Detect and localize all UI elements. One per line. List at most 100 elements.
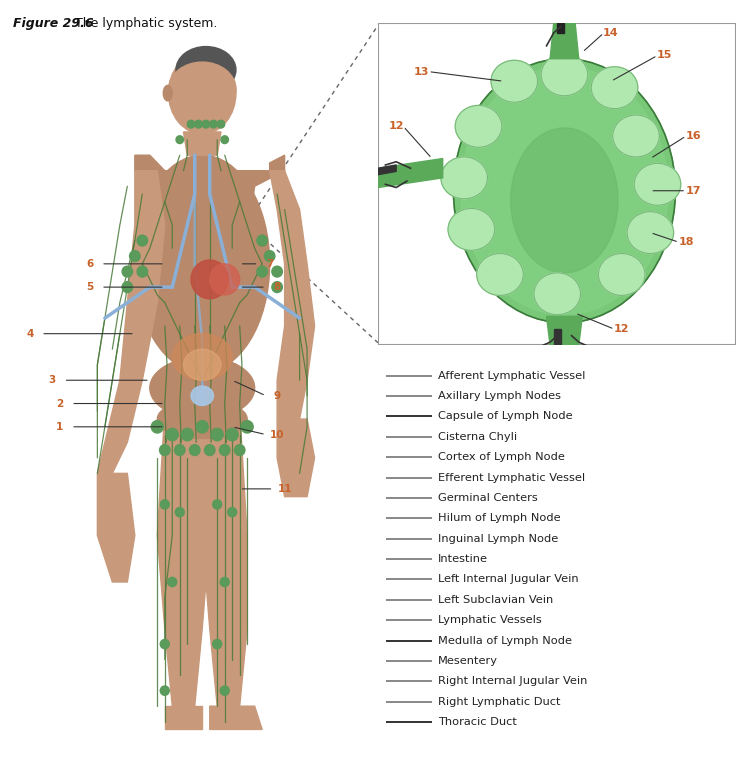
Ellipse shape [219, 445, 230, 456]
Ellipse shape [234, 445, 245, 456]
Ellipse shape [163, 85, 172, 101]
Ellipse shape [204, 445, 215, 456]
Ellipse shape [220, 686, 229, 695]
Text: 11: 11 [277, 484, 292, 494]
Ellipse shape [461, 67, 668, 315]
Ellipse shape [176, 47, 236, 93]
Ellipse shape [181, 428, 193, 441]
Ellipse shape [448, 209, 494, 251]
Ellipse shape [455, 106, 502, 147]
Ellipse shape [169, 62, 236, 116]
Text: Right Internal Jugular Vein: Right Internal Jugular Vein [438, 677, 587, 686]
Ellipse shape [157, 400, 247, 438]
Text: 17: 17 [685, 185, 701, 196]
Text: Left Subclavian Vein: Left Subclavian Vein [438, 595, 554, 605]
Ellipse shape [210, 264, 240, 295]
Ellipse shape [191, 260, 228, 299]
Text: Intestine: Intestine [438, 554, 488, 564]
Ellipse shape [172, 334, 232, 380]
Text: 4: 4 [26, 329, 34, 338]
Ellipse shape [175, 508, 184, 517]
Ellipse shape [257, 266, 267, 277]
Ellipse shape [151, 421, 163, 433]
Text: Hilum of Lymph Node: Hilum of Lymph Node [438, 513, 561, 523]
Ellipse shape [217, 120, 225, 128]
Polygon shape [557, 23, 565, 33]
Ellipse shape [150, 357, 255, 419]
Polygon shape [554, 329, 561, 345]
Ellipse shape [122, 266, 133, 277]
Ellipse shape [137, 235, 148, 246]
Text: 8: 8 [273, 282, 281, 292]
Ellipse shape [196, 421, 208, 433]
Ellipse shape [189, 445, 200, 456]
Ellipse shape [272, 266, 282, 277]
Text: 2: 2 [56, 399, 64, 408]
Polygon shape [210, 706, 262, 729]
Bar [232, 251, 241, 260]
Polygon shape [184, 132, 221, 155]
Ellipse shape [130, 251, 140, 262]
Ellipse shape [213, 639, 222, 649]
Ellipse shape [191, 386, 213, 405]
Ellipse shape [476, 254, 524, 296]
Ellipse shape [135, 155, 270, 372]
Polygon shape [550, 23, 579, 59]
Ellipse shape [257, 235, 267, 246]
Polygon shape [270, 171, 315, 419]
Ellipse shape [453, 59, 676, 323]
Text: 1: 1 [56, 422, 64, 431]
Text: Thoracic Duct: Thoracic Duct [438, 717, 517, 727]
Ellipse shape [511, 128, 618, 273]
Ellipse shape [160, 445, 170, 456]
Ellipse shape [168, 577, 177, 587]
Text: Mesentery: Mesentery [438, 656, 498, 666]
Ellipse shape [634, 164, 681, 205]
Ellipse shape [184, 349, 221, 380]
Text: 12: 12 [614, 324, 629, 334]
Text: Afferent Lymphatic Vessel: Afferent Lymphatic Vessel [438, 371, 586, 380]
Ellipse shape [591, 67, 638, 109]
Text: 7: 7 [266, 259, 273, 268]
Text: 5: 5 [86, 282, 94, 292]
Ellipse shape [166, 428, 178, 441]
Text: 13: 13 [413, 67, 429, 77]
Ellipse shape [241, 421, 253, 433]
Text: 18: 18 [679, 237, 694, 248]
Ellipse shape [272, 282, 282, 293]
Text: Cortex of Lymph Node: Cortex of Lymph Node [438, 452, 565, 462]
Ellipse shape [187, 120, 195, 128]
Text: Axillary Lymph Nodes: Axillary Lymph Nodes [438, 391, 561, 401]
Ellipse shape [220, 577, 229, 587]
Text: 15: 15 [657, 50, 673, 61]
Ellipse shape [137, 266, 148, 277]
Text: 9: 9 [273, 391, 281, 400]
Ellipse shape [264, 251, 275, 262]
Polygon shape [135, 155, 285, 404]
Ellipse shape [226, 428, 238, 441]
Ellipse shape [211, 428, 223, 441]
Text: Medulla of Lymph Node: Medulla of Lymph Node [438, 636, 572, 646]
Ellipse shape [169, 53, 236, 133]
Text: Inguinal Lymph Node: Inguinal Lymph Node [438, 534, 559, 544]
Text: 10: 10 [270, 430, 285, 439]
Ellipse shape [195, 120, 202, 128]
Text: Figure 29.6: Figure 29.6 [13, 17, 94, 30]
Polygon shape [97, 171, 165, 473]
Text: Germinal Centers: Germinal Centers [438, 493, 538, 503]
Ellipse shape [541, 54, 588, 95]
Text: 6: 6 [86, 259, 94, 268]
Text: 3: 3 [49, 376, 56, 385]
Ellipse shape [221, 136, 228, 144]
Ellipse shape [210, 120, 217, 128]
Text: The lymphatic system.: The lymphatic system. [75, 17, 217, 30]
Ellipse shape [160, 639, 169, 649]
Ellipse shape [627, 212, 673, 254]
Ellipse shape [598, 254, 645, 296]
Text: 16: 16 [685, 131, 701, 141]
Ellipse shape [491, 61, 538, 102]
Polygon shape [157, 411, 210, 706]
Text: Left Internal Jugular Vein: Left Internal Jugular Vein [438, 574, 579, 584]
Text: Capsule of Lymph Node: Capsule of Lymph Node [438, 411, 573, 421]
Polygon shape [378, 165, 396, 175]
